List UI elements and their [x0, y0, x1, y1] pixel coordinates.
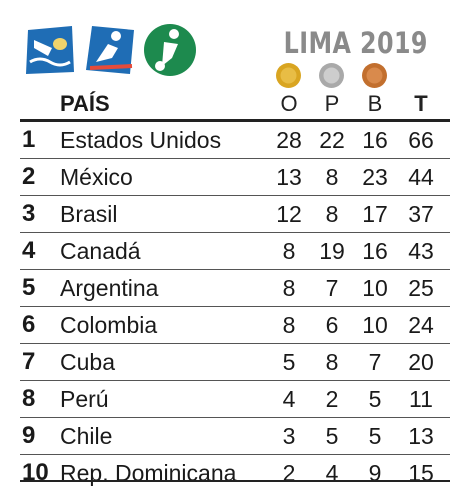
total-count-cell: 44: [408, 164, 434, 190]
event-title: LIMA 2019: [283, 26, 428, 60]
total-count-cell: 15: [408, 460, 434, 486]
country-cell: Argentina: [60, 275, 159, 301]
country-cell: Colombia: [60, 312, 158, 338]
total-count-cell: 11: [409, 386, 433, 412]
table-row: 10 Rep. Dominicana 2 4 9 15: [20, 455, 450, 491]
header-gold: O: [280, 91, 298, 116]
silver-count-cell: 8: [325, 349, 339, 375]
silver-count-cell: 4: [325, 460, 339, 486]
table-row: 7 Cuba 5 8 7 20: [20, 344, 450, 381]
header-total: T: [414, 91, 428, 116]
table-bottom-rule: [20, 480, 450, 482]
country-cell: México: [60, 164, 133, 190]
rank-cell: 9: [22, 422, 36, 449]
football-pictogram-icon: [142, 22, 198, 78]
table-row: 1 Estados Unidos 28 22 16 66: [20, 122, 450, 159]
bronze-count-cell: 17: [362, 201, 388, 227]
country-cell: Canadá: [60, 238, 141, 264]
bronze-count-cell: 23: [362, 164, 388, 190]
bronze-count-cell: 5: [368, 423, 382, 449]
medal-table: 1 Estados Unidos 28 22 16 66 2 México 13 8 23 44 3 Br…: [0, 122, 472, 491]
bronze-count-cell: 16: [362, 238, 388, 264]
silver-count-cell: 19: [319, 238, 345, 264]
bronze-count-cell: 5: [368, 386, 382, 412]
total-count-cell: 66: [408, 127, 434, 153]
silver-count-cell: 8: [325, 164, 339, 190]
gold-count-cell: 4: [282, 386, 296, 412]
gold-count-cell: 8: [282, 275, 296, 301]
bronze-count-cell: 10: [362, 312, 388, 338]
header-silver: P: [324, 91, 340, 116]
table-row: 2 México 13 8 23 44: [20, 159, 450, 196]
bronze-medal-icon: [361, 62, 388, 89]
silver-count-cell: 5: [325, 423, 339, 449]
country-cell: Brasil: [60, 201, 118, 227]
rank-cell: 1: [22, 126, 36, 153]
total-count-cell: 13: [408, 423, 434, 449]
rank-cell: 10: [22, 459, 49, 486]
gold-count-cell: 8: [282, 312, 296, 338]
rank-cell: 8: [22, 385, 36, 412]
bronze-count-cell: 10: [362, 275, 388, 301]
silver-count-cell: 8: [325, 201, 339, 227]
rank-cell: 2: [22, 163, 36, 190]
header-country: PAÍS: [60, 91, 110, 116]
country-cell: Perú: [60, 386, 109, 412]
rank-cell: 4: [22, 237, 36, 264]
table-header: PAÍS O P B T: [0, 90, 472, 120]
table-row: 9 Chile 3 5 5 13: [20, 418, 450, 455]
gold-count-cell: 28: [276, 127, 302, 153]
silver-count-cell: 6: [325, 312, 339, 338]
table-row: 8 Perú 4 2 5 11: [20, 381, 450, 418]
rank-cell: 5: [22, 274, 36, 301]
table-row: 6 Colombia 8 6 10 24: [20, 307, 450, 344]
swimming-pictogram-icon: [22, 22, 78, 78]
country-cell: Cuba: [60, 349, 115, 375]
total-count-cell: 37: [408, 201, 434, 227]
total-count-cell: 20: [408, 349, 434, 375]
table-row: 4 Canadá 8 19 16 43: [20, 233, 450, 270]
rank-cell: 3: [22, 200, 36, 227]
header-bronze: B: [367, 91, 383, 116]
gold-count-cell: 2: [282, 460, 296, 486]
country-cell: Estados Unidos: [60, 127, 222, 153]
silver-count-cell: 22: [319, 127, 345, 153]
silver-medal-icon: [318, 62, 345, 89]
gold-count-cell: 3: [282, 423, 296, 449]
bronze-count-cell: 7: [368, 349, 382, 375]
sport-pictograms: [22, 22, 202, 84]
cycling-pictogram-icon: [82, 22, 138, 78]
bronze-count-cell: 9: [368, 460, 382, 486]
total-count-cell: 43: [408, 238, 434, 264]
bronze-count-cell: 16: [362, 127, 388, 153]
gold-medal-icon: [275, 62, 302, 89]
table-row: 3 Brasil 12 8 17 37: [20, 196, 450, 233]
gold-count-cell: 13: [276, 164, 302, 190]
gold-count-cell: 12: [276, 201, 302, 227]
gold-count-cell: 5: [282, 349, 296, 375]
total-count-cell: 24: [408, 312, 434, 338]
rank-cell: 7: [22, 348, 36, 375]
silver-count-cell: 2: [325, 386, 339, 412]
silver-count-cell: 7: [325, 275, 339, 301]
header-divider: [20, 119, 450, 122]
rank-cell: 6: [22, 311, 36, 338]
gold-count-cell: 8: [282, 238, 296, 264]
total-count-cell: 25: [408, 275, 434, 301]
country-cell: Chile: [60, 423, 113, 449]
table-row: 5 Argentina 8 7 10 25: [20, 270, 450, 307]
country-cell: Rep. Dominicana: [60, 460, 237, 486]
